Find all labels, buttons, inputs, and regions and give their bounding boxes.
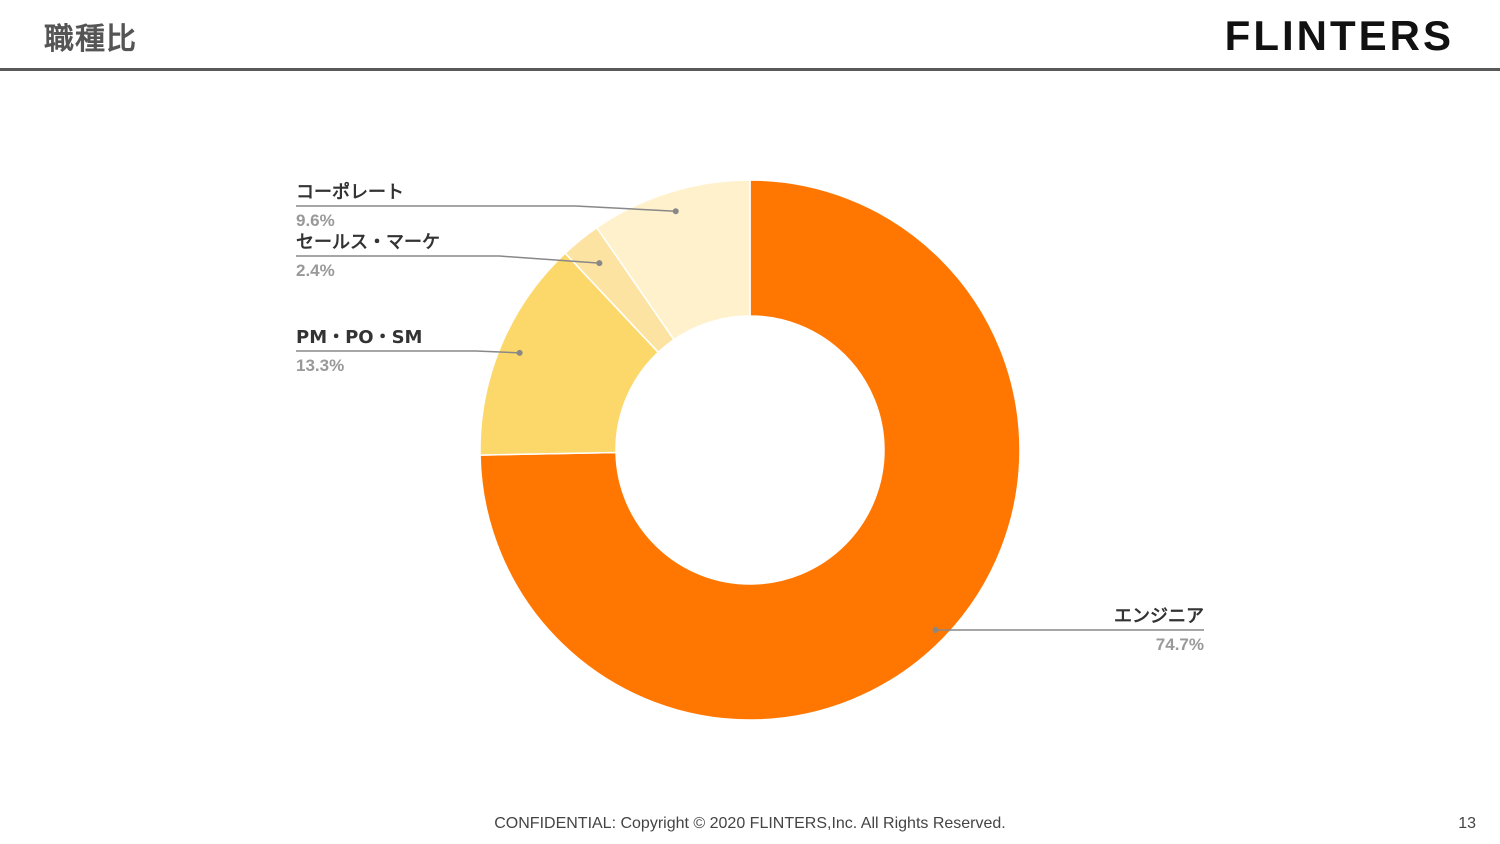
slice-percent-1: 74.7% (1156, 635, 1204, 654)
slice-percent-2: 13.3% (296, 356, 344, 375)
footer-copyright: CONFIDENTIAL: Copyright © 2020 FLINTERS,… (494, 815, 1006, 832)
slice-label-3: セールス・マーケ (296, 232, 440, 253)
leader-line-2 (296, 350, 520, 354)
slice-percent-4: 9.6% (296, 211, 335, 230)
leader-line-3 (296, 255, 600, 264)
leader-dot-3 (596, 260, 603, 267)
leader-dot-1 (932, 627, 939, 633)
slices-layer (479, 179, 1021, 721)
slice-label-1: エンジニア (1114, 606, 1204, 627)
leader-dot-2 (516, 349, 523, 356)
slice-label-4: コーポレート (296, 181, 404, 203)
labels-layer: エンジニア 74.7% PM・PO・SM 13.3% セールス・マーケ 2.4% コーポレー… (296, 181, 1204, 654)
donut-slice-2 (479, 252, 660, 456)
donut-slice-1 (479, 179, 1021, 721)
brand-logo: FLINTERS (1224, 12, 1454, 59)
header-divider (0, 68, 1500, 71)
leader-dot-4 (672, 208, 679, 215)
slice-percent-3: 2.4% (296, 261, 335, 280)
slice-label-2: PM・PO・SM (296, 327, 422, 348)
page-number: 13 (1458, 815, 1476, 832)
donut-slice-4 (595, 179, 751, 341)
slide-title: 職種比 (44, 22, 137, 57)
leader-line-4 (296, 205, 676, 213)
